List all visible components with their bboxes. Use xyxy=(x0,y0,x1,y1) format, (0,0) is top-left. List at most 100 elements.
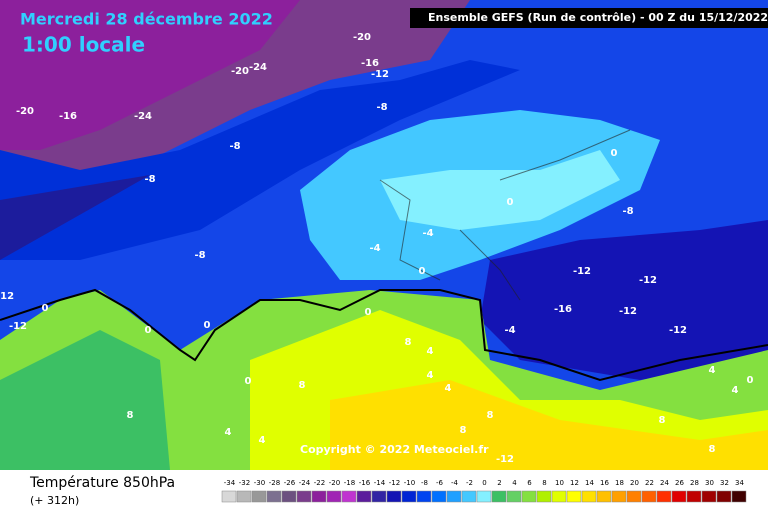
scale-swatch xyxy=(371,490,387,503)
scale-swatch xyxy=(506,490,522,503)
contour-label: 0 xyxy=(42,303,49,314)
scale-label: -10 xyxy=(404,479,415,487)
mild-core xyxy=(380,150,620,230)
scale-swatch xyxy=(356,490,372,503)
coastline xyxy=(379,129,631,301)
scale-swatch xyxy=(686,490,702,503)
contour-label: -24 xyxy=(134,111,152,122)
scale-swatch xyxy=(731,490,747,503)
contour-label: 8 xyxy=(127,410,134,421)
scale-swatch xyxy=(251,490,267,503)
contour-label: -12 xyxy=(619,306,637,317)
scale-label: 8 xyxy=(542,479,546,487)
run-banner xyxy=(410,8,768,28)
contour-label: -8 xyxy=(144,174,155,185)
scale-swatch xyxy=(641,490,657,503)
scale-label: -28 xyxy=(269,479,280,487)
contour-label: -4 xyxy=(369,243,380,254)
cold-strip xyxy=(0,175,150,260)
contour-label: -12 xyxy=(9,321,27,332)
cold-east xyxy=(480,220,768,380)
scale-swatch xyxy=(521,490,537,503)
scale-swatch xyxy=(431,490,447,503)
scale-label: 12 xyxy=(570,479,579,487)
local-time: 1:00 locale xyxy=(22,33,145,57)
lead-time: (+ 312h) xyxy=(30,494,79,507)
scale-label: 10 xyxy=(555,479,564,487)
contour-label: 0 xyxy=(245,376,252,387)
scale-label: 34 xyxy=(735,479,744,487)
scale-label: 16 xyxy=(600,479,609,487)
scale-swatch xyxy=(476,490,492,503)
scale-swatch xyxy=(566,490,582,503)
contour-label: -8 xyxy=(229,141,240,152)
contour-label: -8 xyxy=(194,250,205,261)
contour-label: -4 xyxy=(504,325,515,336)
contour-label: 4 xyxy=(225,427,232,438)
run-info: Ensemble GEFS (Run de contrôle) - 00 Z d… xyxy=(428,11,768,24)
contour-label: -12 xyxy=(639,275,657,286)
contour-label: 8 xyxy=(405,337,412,348)
scale-label: -4 xyxy=(451,479,459,487)
scale-label: -18 xyxy=(344,479,355,487)
scale-label: -22 xyxy=(314,479,325,487)
scale-label: -2 xyxy=(466,479,473,487)
scale-swatch xyxy=(611,490,627,503)
scale-label: -14 xyxy=(374,479,386,487)
contour-label: 4 xyxy=(445,383,452,394)
contour-label: 8 xyxy=(709,444,716,455)
contour-label: 4 xyxy=(427,370,434,381)
scale-swatch xyxy=(626,490,642,503)
scale-swatch xyxy=(446,490,462,503)
scale-label: 26 xyxy=(675,479,684,487)
scale-swatch xyxy=(671,490,687,503)
contour-label: -24 xyxy=(249,62,267,73)
scale-swatch xyxy=(266,490,282,503)
scale-swatch xyxy=(701,490,717,503)
hot-south xyxy=(330,380,768,470)
contour-label: -16 xyxy=(554,304,572,315)
scale-label: -6 xyxy=(436,479,444,487)
scale-label: -26 xyxy=(284,479,296,487)
contour-label: -20 xyxy=(231,66,249,77)
contour-label: 8 xyxy=(487,410,494,421)
scale-label: -24 xyxy=(299,479,311,487)
scale-label: 30 xyxy=(705,479,714,487)
contour-label: -12 xyxy=(0,291,14,302)
scale-label: 18 xyxy=(615,479,624,487)
contour-label: -20 xyxy=(353,32,371,43)
zero-isotherm xyxy=(0,288,768,382)
scale-label: -20 xyxy=(329,479,340,487)
scale-swatch xyxy=(536,490,552,503)
scale-label: -8 xyxy=(421,479,428,487)
contour-label: -8 xyxy=(376,102,387,113)
scale-swatch xyxy=(296,490,312,503)
contour-label: -8 xyxy=(622,206,633,217)
contour-label: 4 xyxy=(427,346,434,357)
scale-swatch xyxy=(311,490,327,503)
scale-label: -34 xyxy=(224,479,236,487)
cold-core xyxy=(0,0,300,150)
contour-label: 8 xyxy=(460,425,467,436)
contour-label: -12 xyxy=(496,454,514,465)
warm-west xyxy=(0,330,170,470)
scale-label: 20 xyxy=(630,479,639,487)
scale-label: 32 xyxy=(720,479,729,487)
scale-label: 0 xyxy=(482,479,486,487)
field-title: Température 850hPa xyxy=(29,475,175,491)
scale-label: -32 xyxy=(239,479,250,487)
cold-band xyxy=(0,60,520,260)
contour-label: -20 xyxy=(16,106,34,117)
contour-label: 0 xyxy=(419,266,426,277)
contour-label: -12 xyxy=(573,266,591,277)
scale-swatch xyxy=(326,490,342,503)
contour-label: -16 xyxy=(59,111,77,122)
scale-label: 24 xyxy=(660,479,669,487)
contour-label: 8 xyxy=(299,380,306,391)
scale-swatch xyxy=(341,490,357,503)
contour-label: 0 xyxy=(747,375,754,386)
scale-swatch xyxy=(461,490,477,503)
contour-label: -4 xyxy=(422,228,433,239)
scale-swatch xyxy=(596,490,612,503)
